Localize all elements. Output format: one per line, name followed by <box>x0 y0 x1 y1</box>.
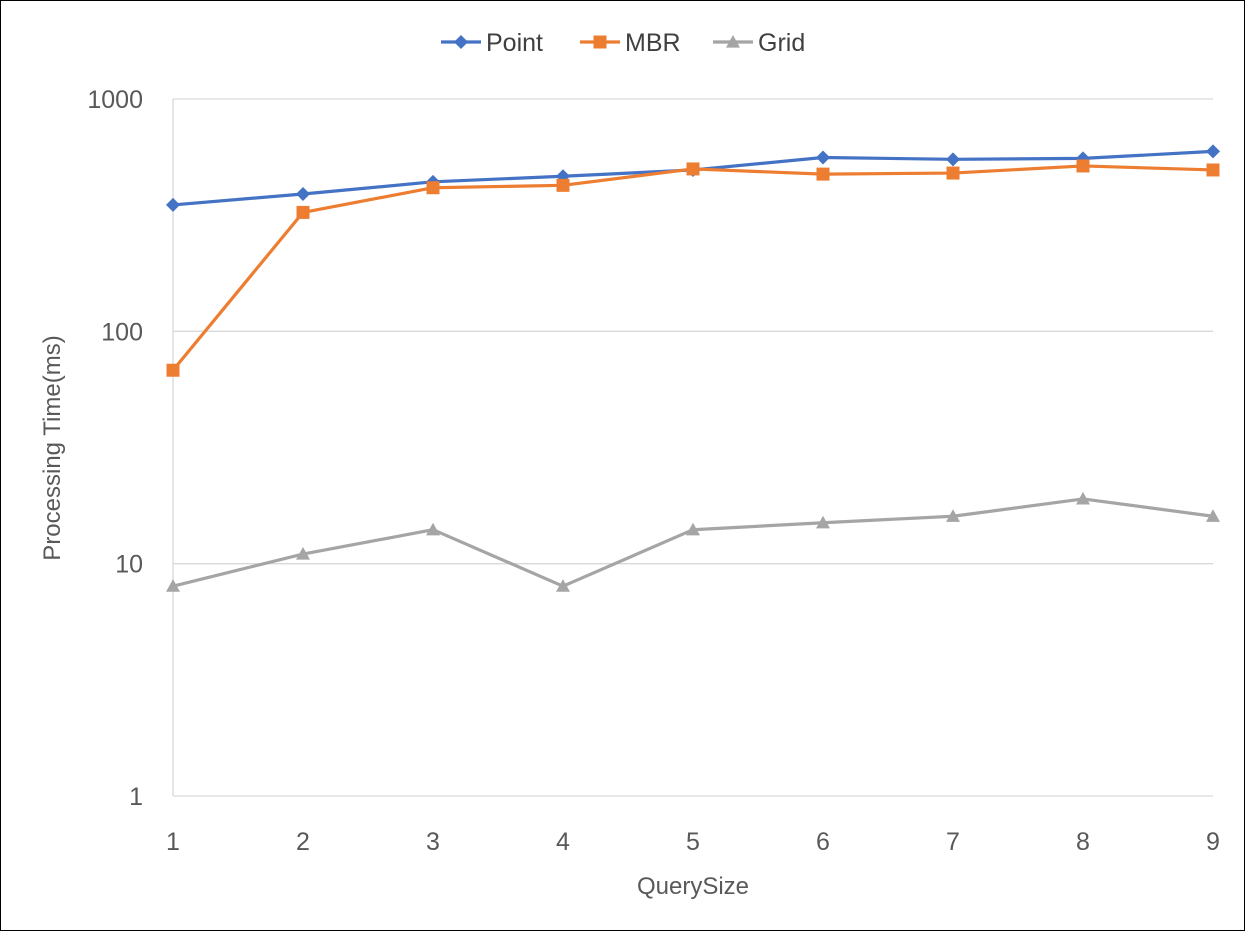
data-point-mbr <box>1076 159 1090 173</box>
series-lines <box>166 144 1220 592</box>
legend-label-point: Point <box>486 29 543 57</box>
x-tick-label: 4 <box>556 828 570 856</box>
tick-labels: 1 10 100 1000 1 2 3 4 5 6 7 8 9 <box>87 86 1220 856</box>
x-tick-label: 3 <box>426 828 440 856</box>
gridlines <box>173 98 1213 565</box>
data-point-mbr <box>686 162 700 176</box>
legend-marker-grid <box>726 35 740 48</box>
x-tick-label: 9 <box>1206 828 1220 856</box>
axes <box>172 99 1213 797</box>
x-tick-label: 7 <box>946 828 960 856</box>
x-tick-label: 6 <box>816 828 830 856</box>
legend-label-grid: Grid <box>758 29 805 57</box>
data-point-grid <box>816 515 830 529</box>
x-tick-label: 2 <box>296 828 310 856</box>
x-axis-title: QuerySize <box>637 873 749 900</box>
legend-marker-mbr <box>593 35 607 49</box>
data-point-grid <box>426 522 440 536</box>
data-point-mbr <box>166 363 180 377</box>
series-line-mbr <box>171 164 1214 372</box>
data-point-mbr <box>1206 163 1220 177</box>
x-tick-label: 5 <box>686 828 700 856</box>
data-point-grid <box>946 509 960 522</box>
series-mbr <box>166 159 1220 377</box>
data-point-grid <box>296 547 310 560</box>
x-tick-label: 8 <box>1076 828 1090 856</box>
data-point-mbr <box>296 205 310 219</box>
x-tick-label: 1 <box>166 828 180 856</box>
series-grid <box>166 491 1220 592</box>
y-tick-label: 100 <box>101 318 143 346</box>
data-point-mbr <box>426 181 440 195</box>
data-point-point <box>296 187 310 202</box>
data-point-mbr <box>556 178 570 192</box>
data-point-point <box>166 197 180 212</box>
legend-item-point: Point <box>441 29 543 57</box>
data-point-grid <box>1076 491 1090 505</box>
y-tick-label: 1000 <box>87 86 143 114</box>
data-point-point <box>1206 144 1220 159</box>
data-point-mbr <box>816 167 830 181</box>
data-point-grid <box>166 579 180 592</box>
data-point-point <box>946 152 960 167</box>
y-tick-label: 10 <box>115 551 143 579</box>
data-point-point <box>816 150 830 165</box>
data-point-grid <box>686 522 700 536</box>
series-line-grid <box>172 497 1214 588</box>
legend: Point MBR Grid <box>441 29 805 57</box>
legend-item-mbr: MBR <box>580 29 681 57</box>
y-axis-title: Processing Time(ms) <box>39 335 66 560</box>
series-line-point <box>172 149 1214 207</box>
legend-marker-point <box>454 35 468 49</box>
legend-item-grid: Grid <box>713 29 805 57</box>
data-point-mbr <box>946 166 960 180</box>
series-point <box>166 144 1220 212</box>
data-point-grid <box>556 579 570 592</box>
y-tick-label: 1 <box>129 783 143 811</box>
legend-label-mbr: MBR <box>625 29 681 57</box>
data-point-grid <box>1206 509 1220 522</box>
